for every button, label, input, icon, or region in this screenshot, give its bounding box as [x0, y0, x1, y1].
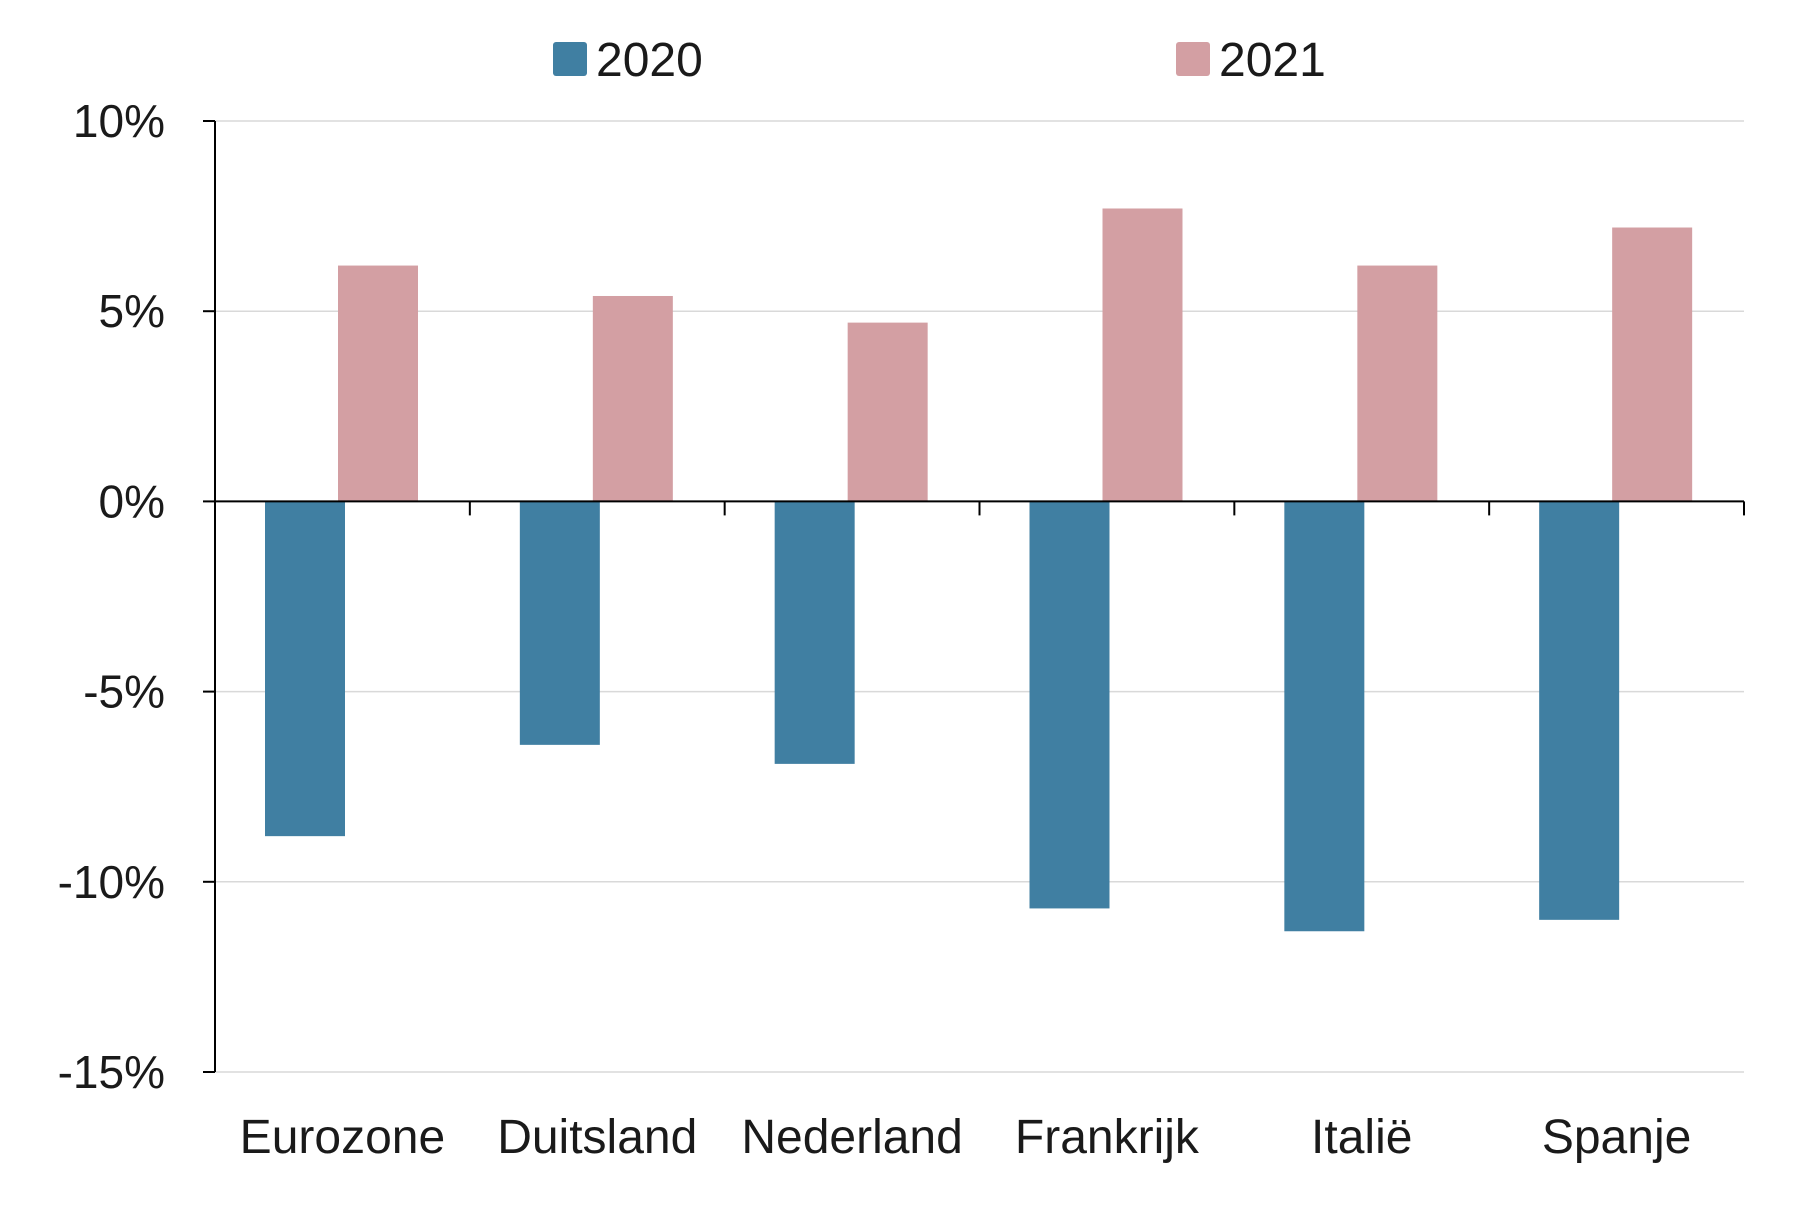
bar-2020-italië: [1284, 501, 1365, 932]
x-category-labels: Eurozone Duitsland Nederland Frankrijk Itali…: [240, 1111, 1692, 1164]
bar-2021-italië: [1357, 265, 1438, 502]
x-category-label: Frankrijk: [1015, 1111, 1200, 1164]
legend-swatch-2020: [553, 42, 587, 76]
bar-2021-nederland: [847, 322, 928, 502]
bar-2021-eurozone: [338, 265, 418, 502]
bar-2020-spanje: [1539, 501, 1620, 920]
x-category-label: Eurozone: [240, 1111, 445, 1164]
axes: [203, 120, 1745, 1073]
bar-2021-spanje: [1612, 227, 1693, 502]
y-tick-label: 5%: [99, 285, 165, 337]
gridlines: [215, 120, 1744, 1073]
legend-label-2020: 2020: [596, 34, 703, 87]
bar-2020-duitsland: [519, 501, 600, 745]
bar-2021-duitsland: [592, 295, 673, 502]
legend-label-2021: 2021: [1219, 34, 1326, 87]
x-category-label: Nederland: [741, 1111, 962, 1164]
bars: [265, 208, 1693, 932]
bar-2020-nederland: [774, 501, 855, 764]
bar-2020-frankrijk: [1029, 501, 1110, 909]
y-tick-label: -5%: [83, 666, 165, 718]
bar-2021-frankrijk: [1102, 208, 1183, 502]
y-tick-label: 0%: [99, 475, 165, 527]
bar-2020-eurozone: [265, 501, 345, 837]
y-tick-label: 10%: [73, 95, 165, 147]
legend: 2020 2021: [553, 34, 1326, 87]
x-category-label: Italië: [1311, 1111, 1412, 1164]
x-category-label: Spanje: [1542, 1111, 1691, 1164]
y-tick-label: -15%: [58, 1046, 165, 1098]
y-tick-label: -10%: [58, 856, 165, 908]
legend-swatch-2021: [1176, 42, 1210, 76]
x-category-label: Duitsland: [497, 1111, 697, 1164]
y-tick-labels: 10% 5% 0% -5% -10% -15%: [58, 95, 165, 1098]
